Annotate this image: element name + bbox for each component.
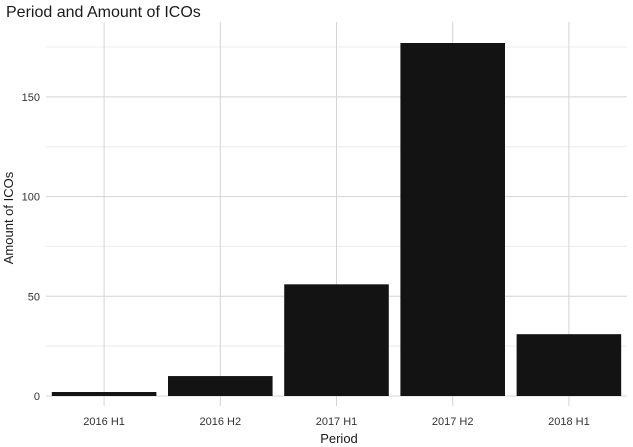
- bar-2017-h1: [284, 284, 389, 396]
- bar-2016-h2: [168, 376, 273, 396]
- x-axis-label: Period: [320, 431, 358, 446]
- bar-2017-h2: [400, 43, 505, 396]
- bars: [51, 43, 622, 396]
- bar-2018-h1: [516, 334, 622, 396]
- x-tick-label: 2016 H2: [200, 416, 242, 428]
- y-tick-label: 0: [34, 391, 40, 403]
- y-tick-label: 50: [28, 291, 40, 303]
- x-tick-label: 2017 H1: [316, 416, 358, 428]
- x-axis-ticks: 2016 H1 2016 H2 2017 H1 2017 H2 2018 H1: [83, 416, 589, 428]
- bar-2016-h1: [51, 392, 157, 396]
- x-tick-label: 2018 H1: [548, 416, 590, 428]
- x-tick-label: 2016 H1: [83, 416, 125, 428]
- y-tick-label: 100: [22, 192, 40, 204]
- x-tick-label: 2017 H2: [432, 416, 474, 428]
- y-tick-label: 150: [22, 92, 40, 104]
- y-axis-ticks: 0 50 100 150: [22, 92, 40, 403]
- chart-title: Period and Amount of ICOs: [6, 4, 201, 21]
- y-axis-label: Amount of ICOs: [1, 171, 16, 264]
